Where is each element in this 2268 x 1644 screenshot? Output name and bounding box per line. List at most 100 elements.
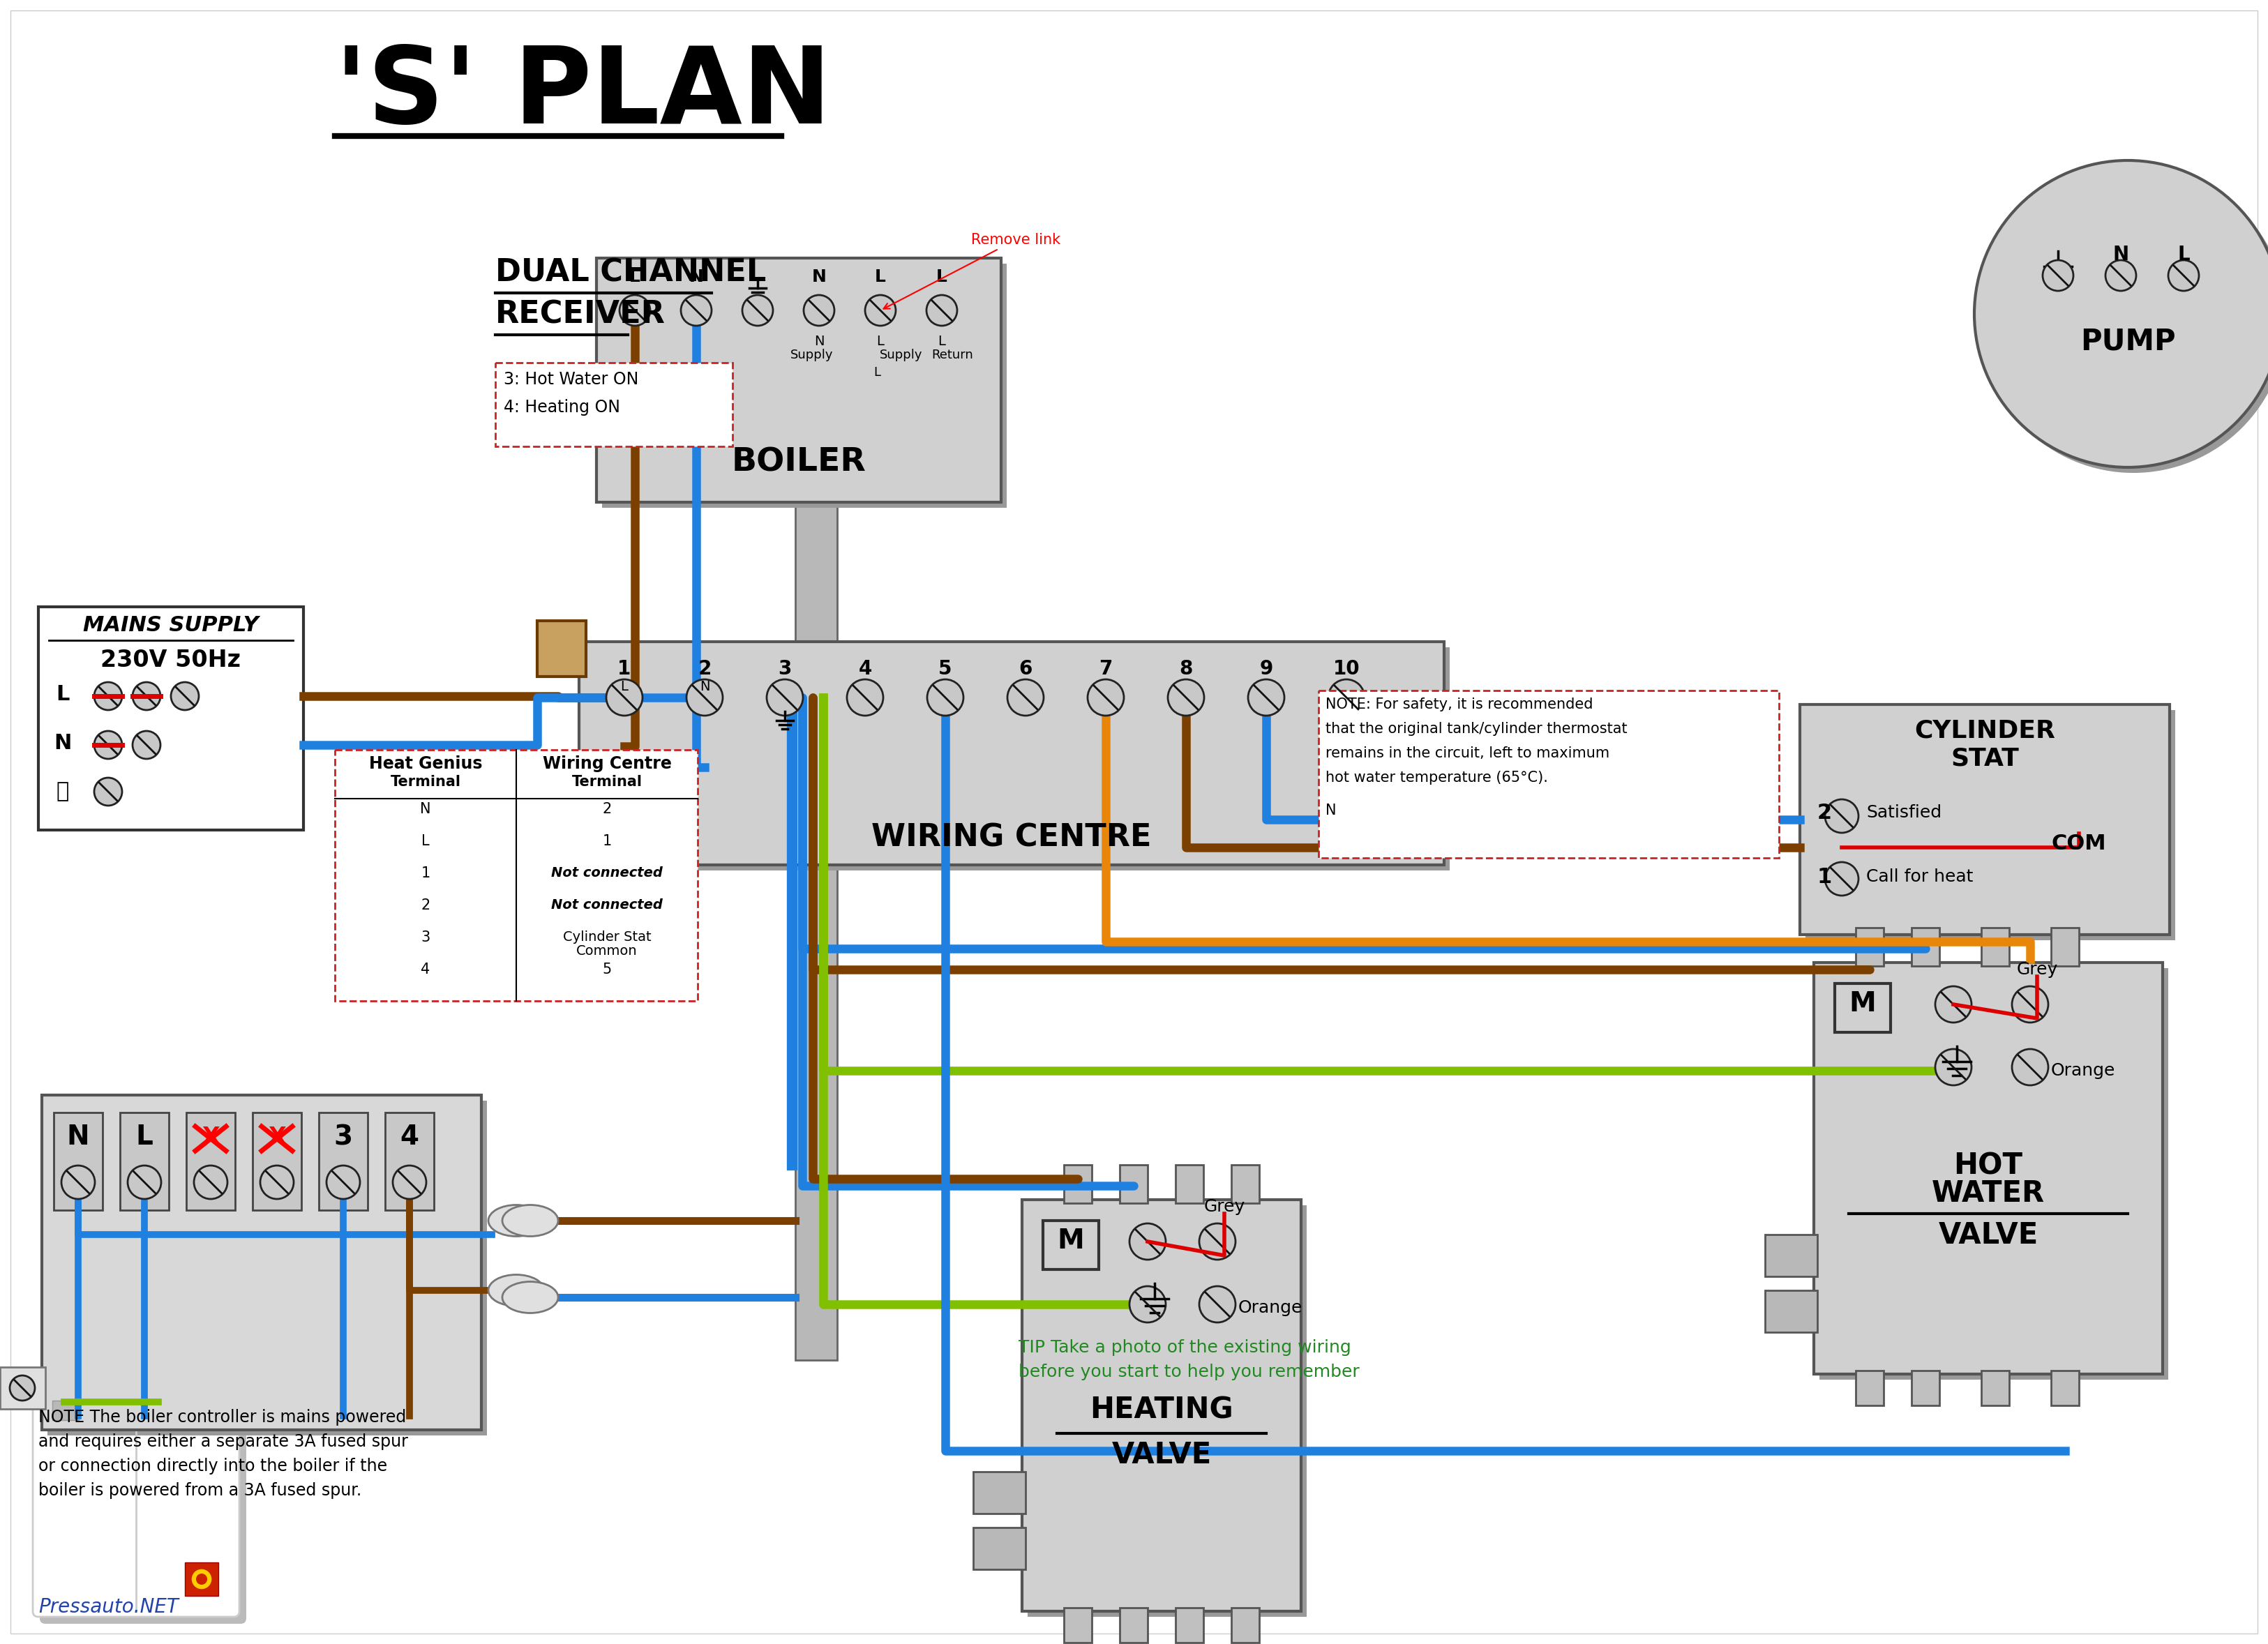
Bar xyxy=(1064,1608,1091,1642)
Bar xyxy=(1064,1166,1091,1203)
Text: L: L xyxy=(937,268,948,286)
Text: 3: 3 xyxy=(778,659,792,679)
Text: Grey: Grey xyxy=(2016,962,2057,978)
Circle shape xyxy=(687,679,723,715)
Text: STAT: STAT xyxy=(1950,746,2019,769)
Circle shape xyxy=(925,294,957,326)
Circle shape xyxy=(767,679,803,715)
Text: HEATING: HEATING xyxy=(1091,1396,1234,1424)
Circle shape xyxy=(1129,1286,1166,1322)
Text: Wiring Centre: Wiring Centre xyxy=(542,755,671,773)
Bar xyxy=(186,1562,218,1596)
Circle shape xyxy=(195,1573,206,1585)
Ellipse shape xyxy=(501,1205,558,1236)
Text: N: N xyxy=(699,681,710,694)
Circle shape xyxy=(127,1166,161,1198)
Circle shape xyxy=(864,294,896,326)
Ellipse shape xyxy=(501,1282,558,1314)
Bar xyxy=(585,648,1449,870)
FancyBboxPatch shape xyxy=(41,1389,247,1624)
Bar xyxy=(1982,927,2009,967)
Text: 2: 2 xyxy=(699,659,712,679)
Circle shape xyxy=(2105,260,2136,291)
Text: 3: 3 xyxy=(422,931,431,944)
Circle shape xyxy=(606,679,642,715)
Circle shape xyxy=(1247,679,1284,715)
Circle shape xyxy=(1826,861,1857,896)
Bar xyxy=(973,1527,1025,1570)
Text: Call for heat: Call for heat xyxy=(1867,868,1973,884)
Text: L: L xyxy=(136,1123,152,1151)
Circle shape xyxy=(191,1568,213,1590)
Text: PUMP: PUMP xyxy=(2080,327,2175,357)
Text: and requires either a separate 3A fused spur: and requires either a separate 3A fused … xyxy=(39,1434,408,1450)
Circle shape xyxy=(1007,679,1043,715)
Text: WATER: WATER xyxy=(1932,1179,2046,1208)
Text: Supply: Supply xyxy=(792,349,835,362)
Text: Not connected: Not connected xyxy=(551,866,662,880)
Text: 6: 6 xyxy=(1018,659,1032,679)
Bar xyxy=(1801,705,2170,935)
Circle shape xyxy=(1935,986,1971,1023)
Text: Pressauto.NET: Pressauto.NET xyxy=(39,1598,179,1616)
Circle shape xyxy=(846,679,882,715)
Bar xyxy=(1765,1291,1817,1332)
Bar xyxy=(1232,1166,1259,1203)
FancyBboxPatch shape xyxy=(32,1383,240,1616)
Text: Remove link: Remove link xyxy=(885,233,1061,309)
Circle shape xyxy=(61,1166,95,1198)
Bar xyxy=(1855,927,1885,967)
Circle shape xyxy=(1168,679,1204,715)
Bar xyxy=(1855,1371,1885,1406)
Text: 4: 4 xyxy=(422,962,431,977)
Text: L: L xyxy=(621,681,628,694)
Text: 3: 3 xyxy=(333,1123,354,1151)
Text: 2: 2 xyxy=(603,802,612,815)
Text: 2: 2 xyxy=(1817,802,1833,822)
Circle shape xyxy=(327,1166,361,1198)
Text: N: N xyxy=(2114,245,2130,265)
Text: N: N xyxy=(814,335,823,349)
Circle shape xyxy=(1200,1223,1236,1259)
Text: X: X xyxy=(268,1126,286,1149)
Bar xyxy=(1023,1200,1302,1611)
Text: BOILER: BOILER xyxy=(733,447,866,478)
Text: Satisfied: Satisfied xyxy=(1867,804,1941,820)
Bar xyxy=(186,1113,236,1210)
Bar xyxy=(52,1401,79,1420)
Circle shape xyxy=(2168,260,2200,291)
Text: N: N xyxy=(420,802,431,815)
Text: N: N xyxy=(689,268,703,286)
Text: HOT: HOT xyxy=(1953,1151,2023,1180)
Bar xyxy=(1912,927,1939,967)
Text: remains in the circuit, left to maximum: remains in the circuit, left to maximum xyxy=(1325,746,1610,760)
Bar xyxy=(39,607,304,830)
Circle shape xyxy=(619,294,651,326)
Text: 4: Heating ON: 4: Heating ON xyxy=(503,399,619,416)
Bar xyxy=(1175,1608,1204,1642)
Text: Common: Common xyxy=(576,944,637,958)
Bar xyxy=(1819,968,2168,1379)
Text: that the original tank/cylinder thermostat: that the original tank/cylinder thermost… xyxy=(1325,722,1628,737)
Text: Terminal: Terminal xyxy=(572,774,642,789)
Text: 'S' PLAN: 'S' PLAN xyxy=(336,41,832,146)
Text: CYLINDER: CYLINDER xyxy=(1914,718,2055,741)
Bar xyxy=(1120,1608,1148,1642)
Bar xyxy=(494,363,733,447)
Bar xyxy=(1765,1235,1817,1276)
Text: L: L xyxy=(628,268,640,286)
Text: NOTE: For safety, it is recommended: NOTE: For safety, it is recommended xyxy=(1325,697,1592,712)
Text: L: L xyxy=(422,834,429,848)
Circle shape xyxy=(95,682,122,710)
Text: X: X xyxy=(202,1126,220,1149)
Text: TIP Take a photo of the existing wiring: TIP Take a photo of the existing wiring xyxy=(1018,1340,1352,1356)
Text: N: N xyxy=(54,733,73,753)
Text: M: M xyxy=(1848,990,1876,1018)
Bar xyxy=(1982,1371,2009,1406)
Circle shape xyxy=(2012,1049,2048,1085)
Circle shape xyxy=(95,778,122,806)
Bar xyxy=(386,1113,433,1210)
Text: 9: 9 xyxy=(1259,659,1272,679)
Text: NOTE The boiler controller is mains powered: NOTE The boiler controller is mains powe… xyxy=(39,1409,406,1425)
Bar xyxy=(2050,927,2080,967)
